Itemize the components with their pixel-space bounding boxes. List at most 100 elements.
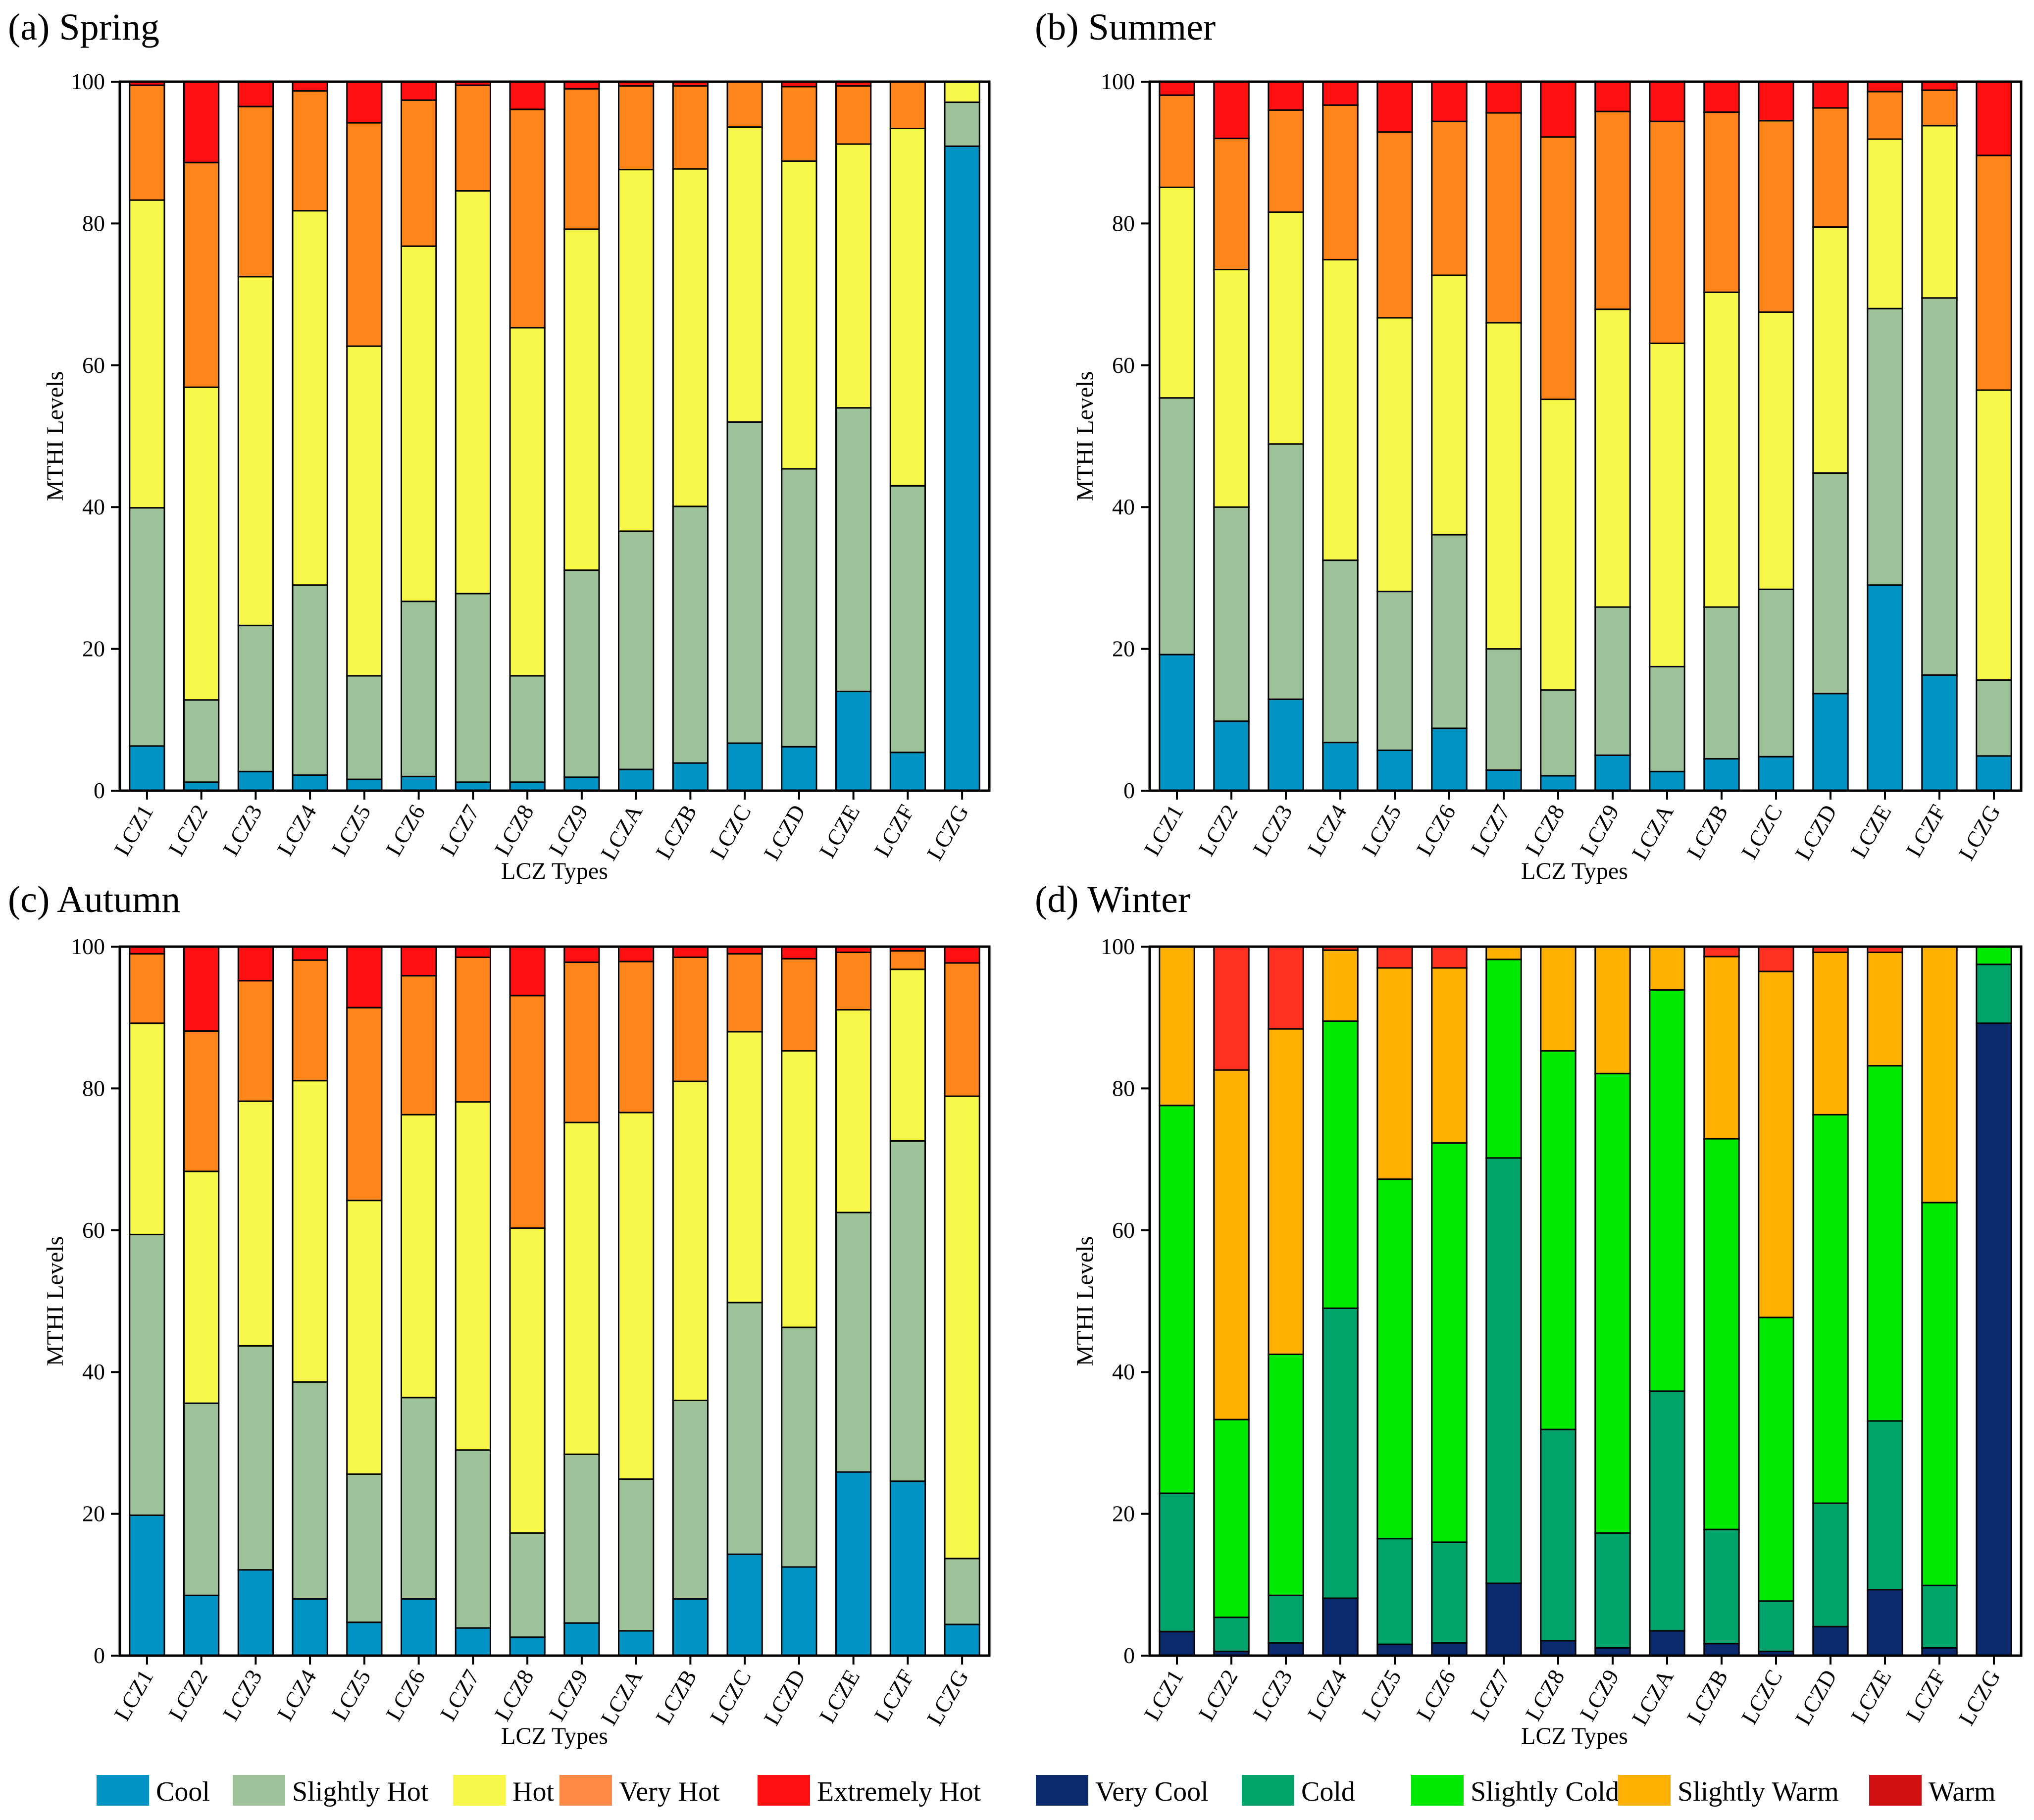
legend-swatch bbox=[1869, 1775, 1922, 1806]
bar-slightly-hot-lczb bbox=[1703, 606, 1740, 760]
x-tick-label: LCZ6 bbox=[1412, 801, 1461, 860]
bar-slightly-hot-lcza bbox=[618, 530, 655, 770]
bar-very-hot-lcz9 bbox=[563, 961, 600, 1123]
bar-slightly-hot-lczd bbox=[1812, 472, 1849, 695]
bar-hot-lcze bbox=[835, 1009, 872, 1213]
bar-cold-lczb bbox=[1703, 1528, 1740, 1645]
x-tick-label: LCZC bbox=[1736, 1666, 1787, 1728]
bar-very-hot-lcz9 bbox=[1594, 110, 1631, 310]
plot-frame bbox=[1148, 945, 2023, 1657]
bar-extremely-hot-lcz9 bbox=[1594, 81, 1631, 112]
bar-very-hot-lczd bbox=[1812, 107, 1849, 228]
bar-cool-lczg bbox=[1976, 755, 2012, 792]
bar-cool-lcz9 bbox=[1594, 754, 1631, 792]
bar-cool-lcze bbox=[835, 1471, 872, 1657]
legend-swatch bbox=[559, 1775, 612, 1806]
bar-slightly-hot-lczg bbox=[1976, 679, 2012, 757]
bar-hot-lcz4 bbox=[1322, 258, 1359, 561]
x-tick-label: LCZ2 bbox=[1194, 1666, 1243, 1725]
bar-cold-lcz9 bbox=[1594, 1532, 1631, 1649]
x-tick-label: LCZ2 bbox=[163, 1666, 212, 1725]
bar-hot-lcz7 bbox=[1485, 322, 1522, 650]
bar-cool-lcz4 bbox=[292, 774, 328, 792]
x-tick-label: LCZG bbox=[1953, 801, 2005, 865]
bar-warm-lcz2 bbox=[1213, 946, 1250, 1071]
x-tick-label: LCZ3 bbox=[218, 1666, 267, 1725]
x-tick-label: LCZ5 bbox=[1357, 801, 1406, 860]
bar-extremely-hot-lcz3 bbox=[1268, 81, 1304, 111]
bar-very-cool-lcz4 bbox=[1322, 1597, 1359, 1657]
bar-slightly-hot-lcz4 bbox=[1322, 559, 1359, 744]
bar-extremely-hot-lcz4 bbox=[1322, 81, 1359, 106]
bar-extremely-hot-lczf bbox=[1921, 81, 1958, 91]
bar-cool-lcza bbox=[618, 768, 655, 792]
panel-title: (a) Spring bbox=[8, 6, 159, 48]
bar-hot-lcz2 bbox=[183, 386, 220, 701]
bar-slightly-hot-lcz1 bbox=[129, 507, 165, 747]
x-tick-label: LCZ6 bbox=[381, 801, 430, 860]
bar-cold-lcz7 bbox=[1485, 1157, 1522, 1584]
bar-cool-lczb bbox=[672, 1598, 709, 1657]
y-tick-label: 0 bbox=[94, 1643, 105, 1668]
bar-extremely-hot-lcz3 bbox=[237, 946, 274, 982]
bar-cold-lczg bbox=[1976, 963, 2012, 1024]
bar-slightly-warm-lczd bbox=[1812, 951, 1849, 1115]
bar-warm-lczb bbox=[1703, 946, 1740, 958]
plot-frame bbox=[118, 945, 991, 1657]
x-tick-label: LCZF bbox=[1901, 1666, 1950, 1726]
bar-hot-lcz9 bbox=[1594, 308, 1631, 608]
x-tick-label: LCZ5 bbox=[326, 801, 375, 860]
bar-slightly-hot-lczc bbox=[726, 421, 763, 744]
bar-cold-lcz8 bbox=[1540, 1428, 1576, 1642]
x-tick-label: LCZA bbox=[596, 801, 647, 865]
bar-slightly-hot-lcz3 bbox=[1268, 443, 1304, 700]
x-tick-label: LCZE bbox=[1846, 801, 1896, 862]
bar-cold-lcz1 bbox=[1159, 1492, 1195, 1632]
bar-slightly-hot-lczb bbox=[672, 1399, 709, 1600]
bar-slightly-hot-lczd bbox=[781, 468, 817, 748]
bars bbox=[1159, 81, 2012, 792]
bar-cool-lcz5 bbox=[346, 1621, 383, 1657]
bar-very-hot-lcz8 bbox=[1540, 136, 1576, 401]
bar-extremely-hot-lcz1 bbox=[1159, 81, 1195, 96]
bar-very-hot-lcze bbox=[835, 85, 872, 145]
bar-cold-lcz4 bbox=[1322, 1307, 1359, 1599]
x-tick-label: LCZE bbox=[1846, 1666, 1896, 1727]
bar-extremely-hot-lczb bbox=[1703, 81, 1740, 113]
bar-cool-lcza bbox=[618, 1630, 655, 1657]
legend-label: Extremely Hot bbox=[817, 1776, 981, 1807]
bar-slightly-hot-lczf bbox=[889, 1140, 926, 1482]
bar-cool-lcz3 bbox=[237, 770, 274, 792]
bar-cool-lcz2 bbox=[183, 1594, 220, 1657]
x-tick-label: LCZB bbox=[651, 801, 702, 863]
bar-hot-lcze bbox=[835, 143, 872, 409]
x-axis-label: LCZ Types bbox=[1521, 1723, 1628, 1749]
bar-cool-lcz1 bbox=[129, 745, 165, 792]
bar-very-hot-lczf bbox=[889, 81, 926, 130]
bar-very-cool-lcz7 bbox=[1485, 1582, 1522, 1657]
bar-very-hot-lcz1 bbox=[129, 84, 165, 201]
bar-cool-lcz7 bbox=[455, 1627, 491, 1657]
panel-title: (b) Summer bbox=[1035, 6, 1216, 48]
legend-item-very-hot: Very Hot bbox=[559, 1775, 720, 1807]
bar-slightly-warm-lcze bbox=[1867, 951, 1903, 1067]
bar-cool-lcz5 bbox=[1376, 749, 1413, 792]
bar-very-hot-lczf bbox=[1921, 89, 1958, 127]
bar-extremely-hot-lczg bbox=[944, 946, 980, 964]
bar-hot-lcz9 bbox=[563, 228, 600, 571]
x-tick-label: LCZC bbox=[1736, 801, 1787, 863]
y-tick-label: 40 bbox=[82, 494, 105, 519]
bar-hot-lczf bbox=[889, 128, 926, 487]
bar-cool-lczf bbox=[1921, 674, 1958, 792]
bar-hot-lczc bbox=[1758, 311, 1794, 590]
bar-hot-lcz8 bbox=[509, 1227, 546, 1534]
bar-very-hot-lcz5 bbox=[1376, 131, 1413, 319]
bar-slightly-hot-lczf bbox=[889, 485, 926, 754]
y-tick-label: 100 bbox=[1101, 934, 1135, 959]
bar-extremely-hot-lczd bbox=[1812, 81, 1849, 109]
bar-cool-lcz4 bbox=[1322, 742, 1359, 792]
bar-cool-lcz3 bbox=[1268, 698, 1304, 792]
bar-slightly-cold-lczg bbox=[1976, 946, 2012, 965]
x-tick-label: LCZ3 bbox=[1248, 1666, 1297, 1725]
